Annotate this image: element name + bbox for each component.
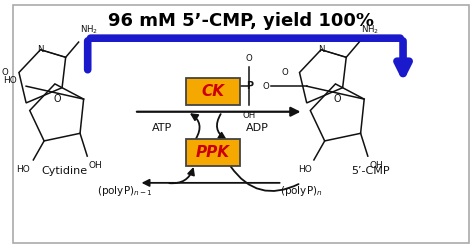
Text: (polyP)$_{n-1}$: (polyP)$_{n-1}$ [97,184,153,198]
Text: CK: CK [201,84,225,99]
Text: O: O [53,94,61,104]
Text: O: O [246,54,253,63]
Text: NH$_2$: NH$_2$ [80,24,98,36]
Text: (polyP)$_n$: (polyP)$_n$ [280,184,322,198]
Text: HO: HO [3,76,17,85]
Text: OH: OH [243,111,256,120]
FancyBboxPatch shape [13,5,469,243]
Text: ADP: ADP [246,123,268,133]
Text: Cytidine: Cytidine [41,166,88,176]
Text: P: P [246,81,253,91]
Text: O: O [263,82,269,91]
Text: HO: HO [298,165,312,174]
Text: HO: HO [16,165,30,174]
Text: O: O [282,68,289,77]
Text: N: N [318,45,324,54]
Text: O: O [1,68,8,77]
FancyBboxPatch shape [185,139,240,166]
Text: OH: OH [369,161,383,170]
Text: NH$_2$: NH$_2$ [361,24,379,36]
Text: ATP: ATP [152,123,172,133]
Text: 5’-CMP: 5’-CMP [351,166,390,176]
Text: OH: OH [89,161,102,170]
Text: N: N [37,45,44,54]
Text: PPK: PPK [196,145,230,160]
Text: HO: HO [216,82,229,91]
Text: 96 mM 5’-CMP, yield 100%: 96 mM 5’-CMP, yield 100% [108,12,374,30]
Text: O: O [334,94,341,104]
FancyBboxPatch shape [185,78,240,105]
